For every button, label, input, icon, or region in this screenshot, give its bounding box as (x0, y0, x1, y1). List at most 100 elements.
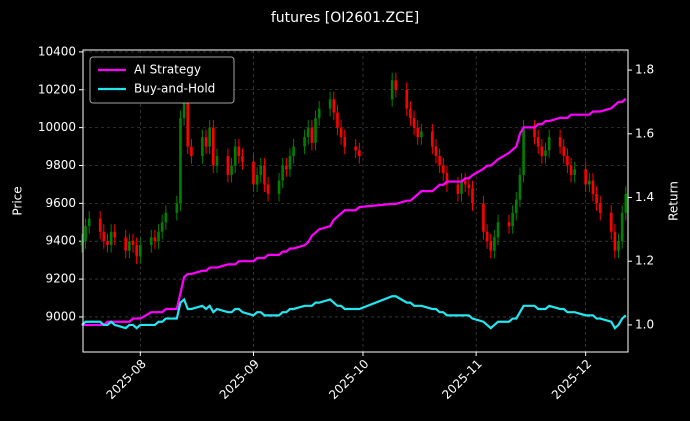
candle-body (613, 231, 617, 251)
legend-label: AI Strategy (134, 63, 201, 77)
candle-body (463, 180, 467, 185)
y-axis-label: Price (11, 186, 25, 215)
plot-frame (82, 49, 629, 353)
candle-body (157, 231, 160, 242)
y-tick-label: 9400 (45, 234, 76, 248)
candle-body (536, 137, 540, 147)
candle-body (412, 118, 416, 128)
candle-body (164, 212, 168, 223)
candle-body (420, 131, 423, 138)
candle-body (87, 218, 91, 227)
y2-tick-label: 1.8 (635, 63, 654, 77)
candle-body (460, 180, 463, 194)
candle-body (255, 174, 259, 185)
candle-body (547, 137, 551, 151)
candle-body (281, 165, 284, 181)
candle-body (332, 99, 336, 113)
candle-body (339, 127, 343, 138)
candle-body (467, 184, 471, 189)
candle-body (135, 245, 138, 257)
candle-body (190, 146, 193, 157)
candle-body (441, 165, 445, 174)
candle-body (591, 180, 595, 194)
candle-body (485, 231, 489, 242)
candle-body (226, 156, 230, 175)
candle-body (405, 89, 409, 109)
y-tick-label: 10000 (38, 120, 76, 134)
candle-body (471, 188, 474, 204)
candle-body (102, 231, 106, 242)
candle-body (598, 203, 602, 213)
candle-body (303, 137, 306, 147)
candle-body (489, 241, 493, 251)
candle-body (409, 108, 412, 119)
candle-body (533, 127, 536, 138)
candle-body (493, 237, 496, 251)
candle-body (522, 127, 525, 175)
y-tick-label: 9200 (45, 272, 76, 286)
candle-body (84, 226, 87, 242)
candle-body (182, 99, 186, 119)
candle-body (310, 127, 314, 143)
candle-body (617, 241, 620, 251)
candle-body (292, 146, 295, 157)
candle-body (237, 146, 241, 157)
candle-body (569, 165, 573, 175)
candle-body (186, 99, 190, 147)
x-tick-label: 2025-11 (439, 357, 484, 402)
candle-body (314, 118, 317, 143)
candle-body (558, 137, 562, 147)
x-tick-label: 2025-09 (217, 357, 262, 402)
candle-body (179, 118, 182, 204)
candle-body (456, 184, 460, 194)
candle-body (230, 165, 233, 175)
chart-title: futures [OI2601.ZCE] (271, 10, 419, 26)
candle-body (390, 80, 394, 100)
candle-body (434, 146, 438, 157)
candle-body (98, 218, 102, 232)
candle-body (317, 108, 321, 119)
candle-body (595, 193, 598, 204)
candle-body (306, 127, 310, 138)
candle-body (109, 231, 113, 246)
candle-body (624, 193, 628, 213)
candle-body (544, 150, 547, 157)
candle-body (573, 169, 577, 175)
candle-body (241, 156, 244, 162)
legend-box (89, 56, 235, 104)
candle-body (139, 245, 142, 257)
candle-body (394, 80, 398, 90)
candle-body (233, 146, 237, 166)
candle-body (566, 156, 569, 166)
candle-body (445, 173, 449, 185)
candle-body (358, 150, 361, 157)
x-tick-label: 2025-08 (104, 357, 149, 402)
y-tick-label: 9000 (45, 309, 76, 323)
candle-body (518, 174, 522, 200)
candle-body (511, 212, 514, 227)
y-tick-label: 9600 (45, 196, 76, 210)
candle-body (507, 222, 511, 227)
candle-body (160, 222, 164, 232)
candle-body (128, 241, 131, 251)
candle-body (215, 156, 219, 166)
candle-body (609, 212, 613, 232)
x-tick-label: 2025-12 (549, 357, 594, 402)
candle-body (416, 127, 420, 138)
candle-body (252, 161, 255, 185)
y2-axis-label: Return (667, 181, 681, 221)
candle-body (266, 184, 270, 194)
candle-body (438, 156, 441, 166)
candle-body (514, 199, 518, 213)
series-line (81, 295, 627, 330)
candle-body (106, 241, 109, 246)
candle-body (588, 180, 591, 185)
candle-body (201, 137, 204, 157)
y-tick-label: 10200 (38, 82, 76, 96)
candle-body (80, 241, 84, 246)
y2-tick-label: 1.4 (635, 190, 654, 204)
y2-tick-label: 1.2 (635, 254, 654, 268)
candle-body (113, 231, 117, 238)
candle-body (131, 241, 135, 246)
